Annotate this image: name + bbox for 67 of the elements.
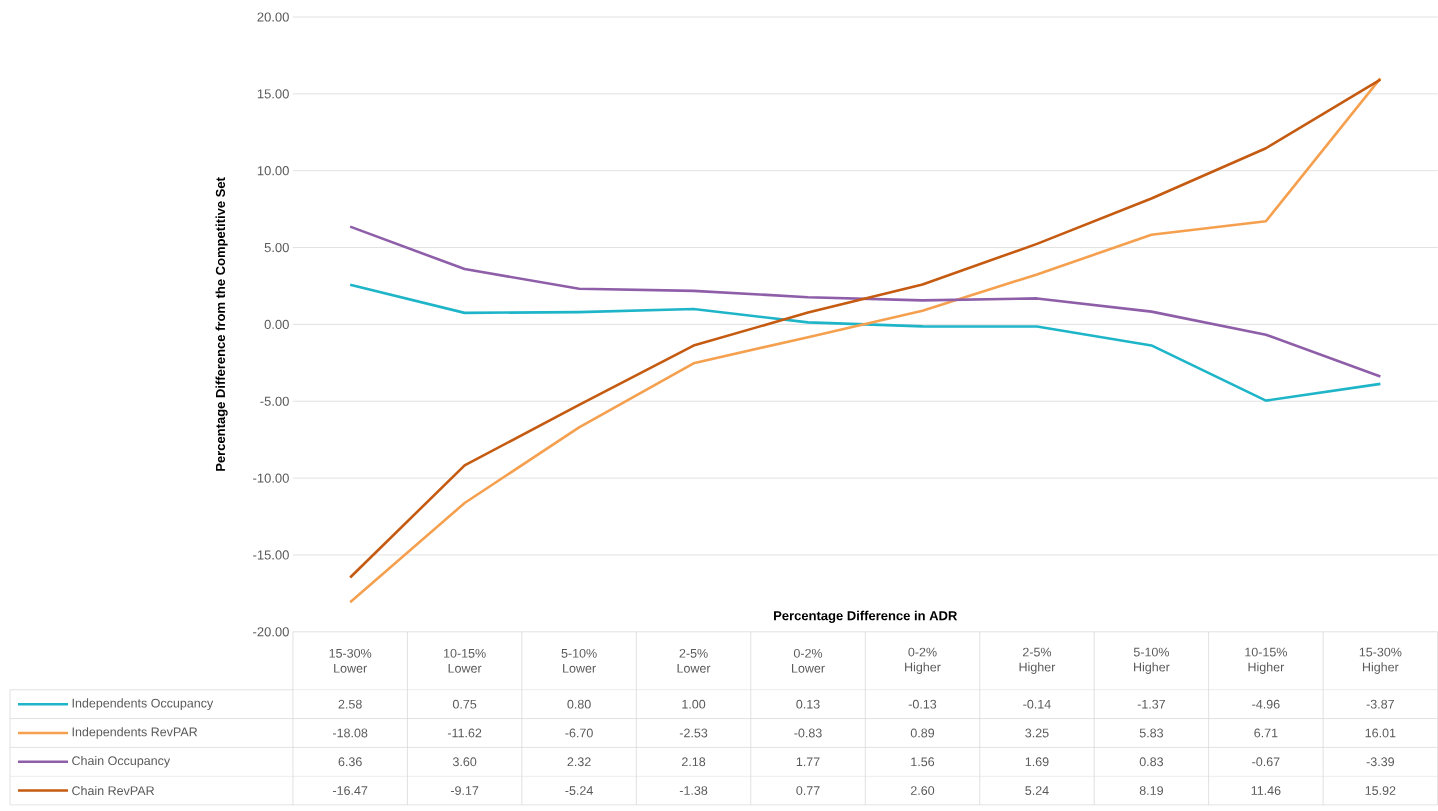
data-label: -0.14 <box>1023 699 1051 709</box>
data-label: 1.56 <box>911 757 935 767</box>
data-label: 0.13 <box>796 699 820 709</box>
data-label: -18.08 <box>332 728 368 738</box>
data-label: 2.32 <box>567 757 591 767</box>
legend-label: Independents Occupancy <box>72 698 214 711</box>
x-tick-label: 15-30% Lower <box>329 649 372 673</box>
data-label: -5.24 <box>565 786 593 796</box>
data-label: 15.92 <box>1365 786 1396 796</box>
data-label: 2.18 <box>682 757 706 767</box>
x-tick-label: 10-15% Lower <box>444 649 486 673</box>
data-label: 8.19 <box>1139 786 1163 796</box>
data-label: -3.39 <box>1366 757 1395 767</box>
data-label: -0.83 <box>794 728 822 738</box>
x-tick-label: 15-30% Higher <box>1359 647 1402 675</box>
data-label: 6.71 <box>1254 728 1278 738</box>
x-tick-label: 2-5% Lower <box>677 649 711 673</box>
data-label: 0.89 <box>910 728 935 738</box>
data-label: 2.58 <box>338 699 362 709</box>
data-label: 6.36 <box>338 757 362 767</box>
x-axis-title: Percentage Difference in ADR <box>774 610 958 624</box>
data-label: -0.67 <box>1252 757 1280 767</box>
data-label: -3.87 <box>1366 699 1394 709</box>
x-tick-label: 5-10% Lower <box>561 649 597 673</box>
y-tick-label: -15.00 <box>253 550 289 560</box>
data-label: 0.80 <box>567 699 591 709</box>
line-series <box>348 283 1382 403</box>
x-tick-label: 5-10% Higher <box>1133 647 1170 675</box>
x-tick-label: 2-5% Higher <box>1019 647 1056 675</box>
y-tick-label: -10.00 <box>253 473 289 483</box>
data-label: -1.38 <box>679 786 708 796</box>
x-tick-label: 0-2% Higher <box>905 647 941 675</box>
data-label: 5.24 <box>1025 786 1049 796</box>
data-label: 1.77 <box>796 757 820 767</box>
data-label: -6.70 <box>565 728 593 738</box>
data-label: -1.37 <box>1137 699 1166 709</box>
data-label: 1.00 <box>682 699 706 709</box>
data-label: 2.60 <box>910 786 935 796</box>
legend-label: Chain Occupancy <box>72 756 171 768</box>
y-tick-label: 5.00 <box>264 243 289 253</box>
y-tick-label: 20.00 <box>257 12 289 22</box>
data-label: 0.77 <box>796 786 820 796</box>
data-label: 5.83 <box>1139 728 1164 738</box>
data-label: 1.69 <box>1025 757 1049 767</box>
x-tick-label: 0-2% Lower <box>792 649 825 673</box>
data-label: 3.60 <box>452 757 477 767</box>
y-tick-label: -20.00 <box>253 627 289 637</box>
legend-label: Chain RevPAR <box>72 786 155 796</box>
data-label: 3.25 <box>1025 728 1049 738</box>
data-label: 0.83 <box>1139 757 1164 767</box>
y-tick-label: 15.00 <box>257 89 289 99</box>
data-label: -4.96 <box>1252 699 1280 709</box>
data-label: -9.17 <box>450 786 479 796</box>
data-label: -16.47 <box>332 786 368 796</box>
data-label: 16.01 <box>1365 728 1396 738</box>
data-label: 0.75 <box>452 699 477 709</box>
data-label: -11.62 <box>447 728 482 738</box>
y-tick-label: 0.00 <box>264 319 289 330</box>
y-axis-title: Percentage Difference from the Competitive Set <box>215 177 228 471</box>
legend-label: Independents RevPAR <box>72 727 198 739</box>
x-tick-label: 10-15% Higher <box>1245 647 1287 675</box>
y-tick-label: 10.00 <box>257 166 289 176</box>
data-label: 11.46 <box>1251 786 1281 796</box>
line-series <box>348 225 1382 378</box>
y-tick-label: -5.00 <box>260 396 289 406</box>
data-label: -0.13 <box>908 699 937 709</box>
data-label: -2.53 <box>679 728 708 738</box>
